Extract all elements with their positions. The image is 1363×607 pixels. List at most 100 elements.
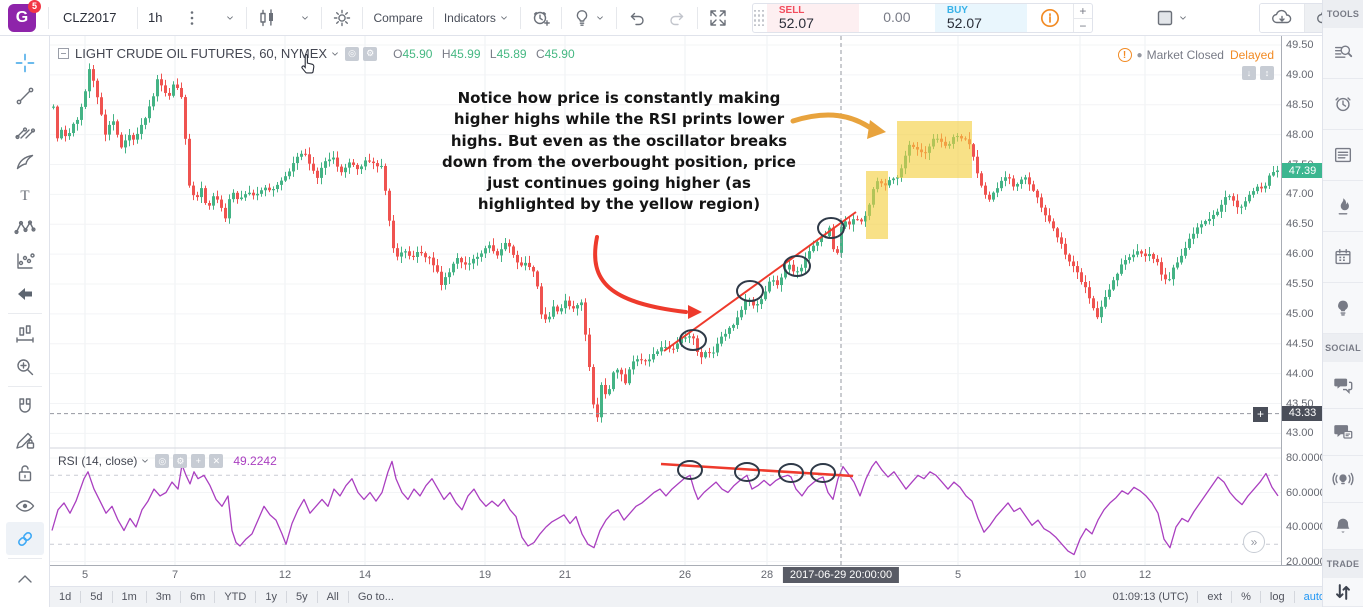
tool-back-arrow[interactable] <box>6 277 44 310</box>
quantity-decrease-button[interactable]: − <box>1079 18 1087 33</box>
goto-date-button[interactable]: Go to... <box>357 591 394 603</box>
sidebar-item-screener[interactable] <box>1323 28 1363 79</box>
time-tick: 19 <box>478 569 492 581</box>
interval-dropdown-button[interactable] <box>212 1 246 35</box>
sidebar-item-alerts[interactable] <box>1323 79 1363 130</box>
time-tick: 12 <box>278 569 292 581</box>
tool-lock-drawings[interactable] <box>6 456 44 489</box>
sidebar-item-ideas[interactable] <box>1323 283 1363 334</box>
tool-brush[interactable] <box>6 145 44 178</box>
tool-crosshair[interactable] <box>6 46 44 79</box>
quantity-increase-button[interactable]: + <box>1073 4 1092 19</box>
chart-region: LIGHT CRUDE OIL FUTURES, 60, NYMEX ◎ ⚙ O… <box>50 36 1363 607</box>
range-5y[interactable]: 5y <box>295 591 308 603</box>
rsi-settings-icon[interactable]: ⚙ <box>173 454 188 468</box>
layout-select-button[interactable] <box>1145 1 1199 35</box>
chevron-down-icon[interactable] <box>329 48 341 60</box>
load-layout-button[interactable] <box>1259 3 1305 32</box>
range-5d[interactable]: 5d <box>90 591 103 603</box>
extended-hours-toggle[interactable]: ext <box>1207 591 1223 603</box>
rsi-maximize-button[interactable]: » <box>1243 531 1265 553</box>
zoom-in-icon <box>14 356 36 378</box>
percent-scale-toggle[interactable]: % <box>1241 591 1251 603</box>
tool-measure[interactable] <box>6 317 44 350</box>
series-settings-icon[interactable]: ⚙ <box>363 46 378 61</box>
chart-style-dropdown[interactable] <box>287 1 321 35</box>
live-broadcast-icon <box>1332 468 1354 490</box>
price-axis[interactable]: 49.5049.0048.5048.0047.5047.0046.5046.00… <box>1281 36 1326 568</box>
undo-button[interactable] <box>617 1 657 35</box>
ideas-publish-button[interactable] <box>562 1 616 35</box>
order-panel-drag-handle[interactable] <box>753 9 766 26</box>
add-alert-button[interactable] <box>521 1 561 35</box>
sidebar-item-live-broadcast[interactable] <box>1323 456 1363 503</box>
fullscreen-button[interactable] <box>698 1 738 35</box>
clock-utc[interactable]: 01:09:13 (UTC) <box>1112 591 1189 603</box>
tool-xabcd-pattern[interactable] <box>6 211 44 244</box>
indicators-button[interactable]: Indicators <box>434 1 520 35</box>
order-info-button[interactable] <box>1027 4 1073 32</box>
sidebar-item-chats[interactable] <box>1323 362 1363 409</box>
crosshair-add-order-button[interactable]: + <box>1253 406 1268 422</box>
range-3m[interactable]: 3m <box>155 591 172 603</box>
source-toggle-icon[interactable]: ◎ <box>345 46 360 61</box>
sidebar-item-order-entry[interactable] <box>1323 578 1363 607</box>
divider <box>285 591 287 603</box>
interval-button[interactable]: 1h <box>148 10 163 25</box>
warning-icon[interactable]: ! <box>1117 48 1132 62</box>
rsi-source-icon[interactable]: ◎ <box>155 454 170 468</box>
sidebar-item-calendar[interactable] <box>1323 232 1363 283</box>
rsi-add-icon[interactable]: + <box>191 454 206 468</box>
range-6m[interactable]: 6m <box>190 591 206 603</box>
alerts-icon <box>1332 93 1354 115</box>
sidebar-item-notifications[interactable] <box>1323 503 1363 550</box>
sell-button[interactable]: SELL 52.07 <box>766 3 859 32</box>
auto-scale-toggle[interactable]: auto <box>1303 591 1325 603</box>
chart-style-button[interactable] <box>247 1 287 35</box>
high-label: H <box>441 46 451 61</box>
divider <box>1293 591 1295 603</box>
tool-link-drawings[interactable] <box>5 522 44 555</box>
redo-button[interactable] <box>657 1 697 35</box>
notification-badge: 5 <box>28 0 41 13</box>
tool-zoom-in[interactable] <box>6 350 44 383</box>
range-All[interactable]: All <box>326 591 339 603</box>
scroll-expand-icon[interactable]: ↕ <box>1260 66 1274 80</box>
chart-properties-button[interactable] <box>322 1 362 35</box>
range-1m[interactable]: 1m <box>121 591 137 603</box>
compare-button[interactable]: Compare <box>373 10 423 25</box>
tool-collapse-toolbar[interactable] <box>6 562 44 595</box>
tool-text[interactable]: T <box>6 178 44 211</box>
buy-button[interactable]: BUY 52.07 <box>934 3 1027 32</box>
range-1y[interactable]: 1y <box>265 591 277 603</box>
rsi-close-icon[interactable]: ✕ <box>209 454 224 468</box>
chart-canvas[interactable] <box>50 36 1281 565</box>
gear-icon <box>332 8 352 28</box>
sidebar-item-news[interactable] <box>1323 130 1363 181</box>
range-1d[interactable]: 1d <box>59 591 72 603</box>
tool-magnet[interactable] <box>6 390 44 423</box>
tool-hide-drawings[interactable] <box>6 489 44 522</box>
range-buttons: 1d 5d 1m 3m 6m YTD 1y 5y All <box>50 591 348 603</box>
collapse-pane-icon[interactable] <box>58 48 69 59</box>
time-axis[interactable]: 5 7 12 14 19 21 26 28 5 10 12 2017-06-29 20:00:00 <box>50 565 1322 586</box>
tool-trend-line[interactable] <box>6 79 44 112</box>
brush-icon <box>14 151 36 173</box>
scroll-down-icon[interactable]: ↓ <box>1242 66 1256 80</box>
interval-menu-button[interactable] <box>172 1 212 35</box>
tool-pitchfork[interactable] <box>6 112 44 145</box>
symbol-input[interactable]: CLZ2017 <box>63 10 117 25</box>
divider <box>80 591 82 603</box>
log-scale-toggle[interactable]: log <box>1269 591 1285 603</box>
magnet-icon <box>14 396 36 418</box>
link-drawings-icon <box>14 528 36 550</box>
lock-drawings-icon <box>14 462 36 484</box>
sidebar-item-private-chat[interactable] <box>1323 409 1363 456</box>
tool-forecast[interactable] <box>6 244 44 277</box>
app-logo[interactable]: G 5 <box>8 0 41 32</box>
range-YTD[interactable]: YTD <box>224 591 247 603</box>
sidebar-item-hotlist[interactable] <box>1323 181 1363 232</box>
menu-dots-icon <box>182 8 202 28</box>
chevron-down-icon[interactable] <box>139 455 151 467</box>
tool-drawing-mode-lock[interactable] <box>6 423 44 456</box>
